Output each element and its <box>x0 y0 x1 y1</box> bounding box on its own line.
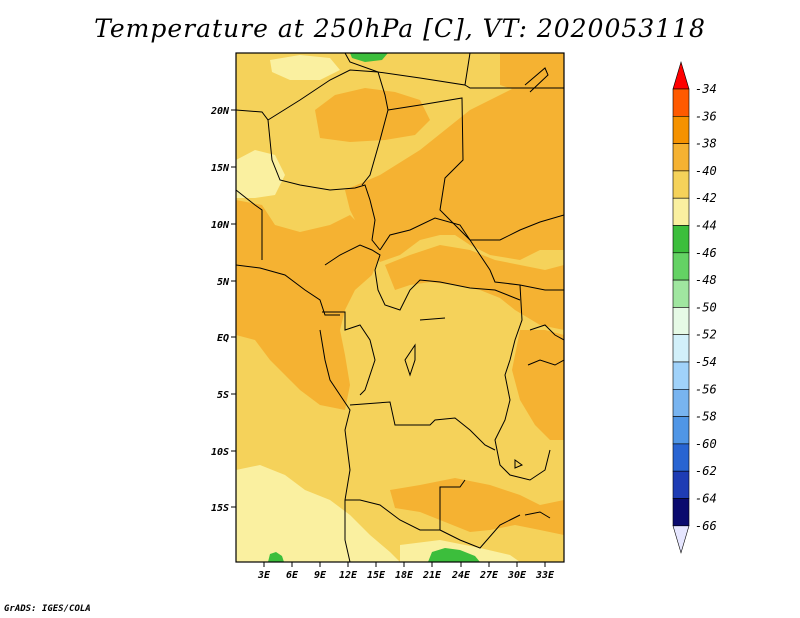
border-line <box>404 343 416 377</box>
colorbar-label: -58 <box>695 410 717 424</box>
longitude-axis: 3E 6E 9E 12E 15E 18E 21E 24E 27E 30E 33E <box>257 562 555 581</box>
border-line <box>344 53 471 86</box>
colorbar-cap-top <box>672 60 690 90</box>
lon-label: 24E <box>451 570 471 581</box>
colorbar-label: -42 <box>695 191 717 205</box>
border-line <box>439 514 521 549</box>
colorbar-segment <box>672 143 690 172</box>
map-title: Temperature at 250hPa [C], VT: 202005311… <box>94 14 706 43</box>
border-line <box>529 324 564 341</box>
colorbar-label: -34 <box>695 82 717 96</box>
border-line <box>494 284 551 481</box>
lon-label: 27E <box>479 570 499 581</box>
lon-label: 12E <box>339 570 358 581</box>
border-line <box>387 97 471 241</box>
lon-label: 15E <box>367 570 386 581</box>
latitude-axis: 20N 15N 10N 5N EQ 5S 10S 15S <box>210 106 236 514</box>
colorbar-segment <box>672 388 690 417</box>
lat-label: 15S <box>211 503 229 514</box>
warm-region-nw <box>315 88 430 142</box>
colorbar-label: -60 <box>695 437 717 451</box>
colorbar-segment <box>672 116 690 144</box>
colorbar-segment <box>672 498 690 527</box>
colorbar-label: -66 <box>695 519 717 533</box>
border-line <box>319 329 351 562</box>
border-line <box>322 311 376 396</box>
warm-region-ne-edge <box>500 53 564 95</box>
colorbar-label: -62 <box>695 464 717 478</box>
border-line <box>379 217 564 291</box>
lon-label: 9E <box>314 570 327 581</box>
colorbar-label: -40 <box>695 164 717 178</box>
colorbar-segment <box>672 279 690 308</box>
colorbar-segment <box>672 334 690 363</box>
colorbar-label: -36 <box>695 109 717 123</box>
lat-label: 5S <box>217 390 229 401</box>
border-line <box>236 189 263 260</box>
colorbar-segment <box>672 361 690 390</box>
border-line <box>524 67 549 93</box>
colorbar-segment <box>672 170 690 199</box>
cold-patch-north <box>350 53 388 62</box>
colorbar-label: -52 <box>695 328 717 342</box>
border-line <box>349 401 496 451</box>
colorbar-segment <box>672 225 690 254</box>
colorbar-segment <box>672 307 690 335</box>
colorbar: -34 -36 -38 -40 -42 -44 -46 -48 -50 -52 -54 -56 -58 -… <box>672 60 717 554</box>
border-line <box>419 317 446 321</box>
cold-patch-south <box>428 548 480 562</box>
lat-label: 5N <box>217 277 230 288</box>
lat-label: 15N <box>211 163 230 174</box>
lat-label: EQ <box>217 333 229 344</box>
lon-label: 6E <box>286 570 299 581</box>
lat-label: 20N <box>210 106 230 117</box>
country-borders <box>236 53 564 562</box>
warm-region-central <box>385 245 564 330</box>
colorbar-segment <box>672 443 690 472</box>
lon-label: 21E <box>422 570 442 581</box>
lon-label: 33E <box>535 570 555 581</box>
border-line <box>236 264 340 316</box>
cool-region-southwest <box>236 465 400 562</box>
colorbar-segment <box>672 88 690 117</box>
lat-label: 10N <box>211 220 230 231</box>
warm-region-south <box>390 478 564 535</box>
cool-region-north <box>270 55 340 80</box>
lon-label: 30E <box>507 570 527 581</box>
colorbar-segment <box>672 197 690 226</box>
colorbar-label: -46 <box>695 246 717 260</box>
cold-patch-south-west <box>268 552 284 562</box>
colorbar-label: -48 <box>695 273 717 287</box>
border-line <box>524 511 551 519</box>
map-frame <box>235 52 565 563</box>
border-line <box>267 69 389 186</box>
colorbar-label: -54 <box>695 355 717 369</box>
temperature-field <box>236 53 564 562</box>
colorbar-label: -64 <box>695 492 717 506</box>
colorbar-label: -56 <box>695 382 717 396</box>
border-line <box>527 359 564 366</box>
border-line <box>345 479 466 531</box>
colorbar-label: -44 <box>695 219 717 233</box>
border-line <box>324 244 521 311</box>
colorbar-label: -38 <box>695 137 717 151</box>
border-line <box>514 459 524 469</box>
colorbar-cap-bottom <box>672 525 690 554</box>
colorbar-segment <box>672 252 690 281</box>
colorbar-segment <box>672 416 690 445</box>
colorbar-segment <box>672 470 690 499</box>
lat-label: 10S <box>211 447 229 458</box>
footer-credit: GrADS: IGES/COLA <box>4 604 91 614</box>
border-line <box>470 214 564 241</box>
warm-region-east-lakes <box>512 330 564 440</box>
lon-label: 18E <box>395 570 414 581</box>
colorbar-label: -50 <box>695 300 717 314</box>
lon-label: 3E <box>257 570 271 581</box>
border-line <box>464 84 564 89</box>
